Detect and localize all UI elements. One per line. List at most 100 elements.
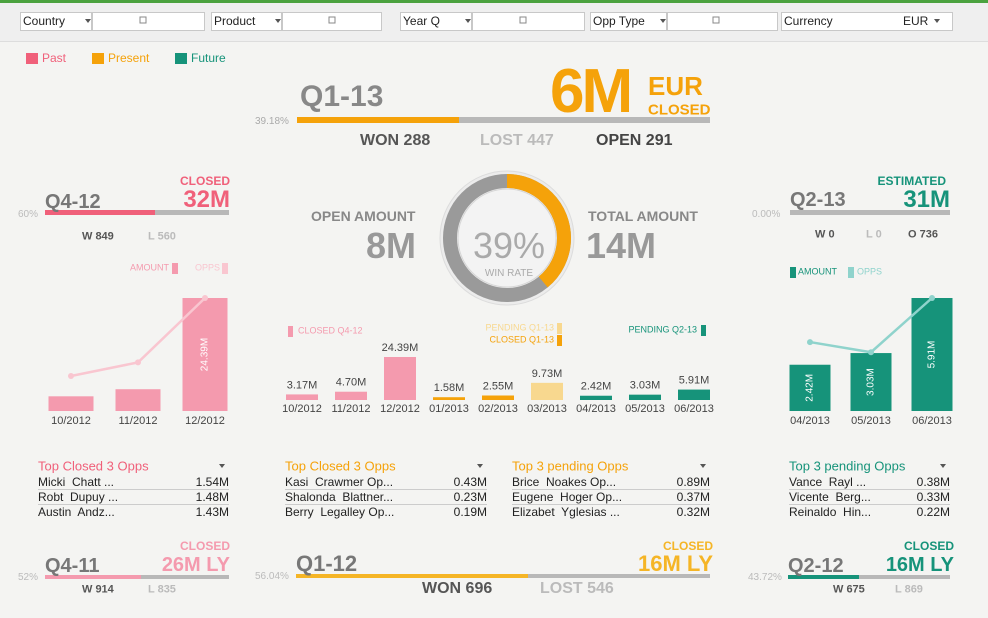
quarter: Q1-12 [296, 551, 358, 576]
quarter: Q1-13 [300, 80, 384, 113]
value-label: 5.91M [927, 341, 938, 369]
title: Top 3 pending Opps [512, 458, 629, 474]
quarter: Q2-13 [790, 189, 846, 211]
legend-swatch [175, 53, 187, 64]
x-tick-label: 10/2012 [51, 415, 91, 427]
year-dropdown[interactable] [400, 12, 472, 31]
checkbox[interactable] [139, 16, 147, 24]
bar [115, 389, 161, 411]
gauge-center [457, 188, 557, 288]
rows: Kasi Crawmer Op... [285, 475, 394, 489]
bar [335, 391, 367, 400]
dropdown-arrow [219, 464, 225, 468]
amount: 26M LY [161, 554, 230, 576]
legend-label: OPPS [195, 262, 220, 272]
label: Opp Type [593, 14, 645, 28]
legend-label: CLOSED Q1-13 [489, 334, 554, 344]
progress-track [297, 117, 710, 123]
rows: 0.33M [916, 490, 950, 504]
dropdown-arrow [700, 464, 706, 468]
legend-label: OPPS [857, 266, 882, 276]
value-label: 3.03M [866, 368, 877, 396]
product-dropdown[interactable] [211, 12, 282, 31]
opp-type-select[interactable] [667, 12, 778, 31]
lost: L 0 [866, 228, 882, 241]
value-label: 24.39M [382, 342, 419, 354]
status: CLOSED [662, 539, 713, 553]
x-tick-label: 03/2013 [527, 403, 567, 415]
value-label: 9.73M [532, 368, 563, 380]
bar [482, 395, 514, 400]
won: W 914 [82, 583, 114, 596]
value-label: 2.55M [483, 380, 514, 392]
bar [48, 396, 94, 411]
value-label: 24.39M [200, 338, 211, 371]
rows: 1.54M [195, 475, 229, 489]
value-label: 4.70M [336, 377, 367, 389]
rows: Vicente Berg... [789, 490, 871, 504]
amount: 31M [903, 186, 950, 213]
rows: 0.22M [916, 505, 950, 519]
bar [182, 298, 228, 411]
year-select[interactable] [472, 12, 585, 31]
rows: 0.37M [676, 490, 710, 504]
value-label: 1.58M [434, 382, 465, 394]
rows: 0.19M [453, 505, 487, 519]
progress-track [790, 210, 950, 215]
status: ESTIMATED [877, 174, 946, 188]
gauge-arc [443, 174, 571, 302]
value-label: 2.42M [581, 381, 612, 393]
title: Top Closed 3 Opps [285, 458, 396, 474]
rows: Brice Noakes Op... [512, 475, 617, 489]
status: CLOSED [179, 539, 230, 553]
amount: 32M [183, 186, 230, 213]
title: Top Closed 3 Opps [38, 458, 149, 474]
currency-dropdown[interactable] [781, 12, 953, 31]
value-label: 5.91M [679, 374, 710, 386]
x-tick-label: 04/2013 [790, 415, 830, 427]
legend-swatch [790, 267, 796, 278]
progress-track [45, 210, 229, 215]
won: W 0 [815, 228, 835, 241]
rows: Micki Chatt ... [38, 475, 115, 489]
x-tick-label: 05/2013 [851, 415, 891, 427]
progress-fill [296, 574, 528, 578]
status: CLOSED [903, 539, 954, 553]
label: Product [214, 14, 256, 28]
value-label: 3.03M [630, 380, 661, 392]
checkbox[interactable] [519, 16, 527, 24]
row-separator [285, 489, 487, 490]
bar [850, 353, 892, 411]
checkbox[interactable] [328, 16, 336, 24]
progress-fill [788, 575, 859, 579]
amount: 6M [550, 57, 633, 126]
value: EUR [903, 14, 929, 28]
checkbox[interactable] [712, 16, 720, 24]
lost: LOST 546 [540, 580, 614, 597]
row-separator [789, 504, 950, 505]
country-select[interactable] [92, 12, 205, 31]
lost: L 835 [148, 583, 176, 596]
won: W 849 [82, 230, 114, 243]
won: WON 696 [422, 580, 493, 597]
bar [580, 395, 612, 400]
open: O 736 [908, 228, 938, 241]
country-dropdown[interactable] [20, 12, 92, 31]
open-amount: 8M [366, 225, 417, 266]
arrow [934, 19, 940, 23]
progress-fill [45, 210, 156, 215]
top-accent [0, 0, 988, 3]
opp-type-dropdown[interactable] [590, 12, 667, 31]
legend-label: PENDING Q1-13 [485, 322, 554, 332]
rows: Eugene Hoger Op... [512, 490, 623, 504]
opps-point [807, 339, 813, 346]
label: Currency [784, 14, 833, 28]
label: Country [23, 14, 66, 28]
bar [384, 357, 416, 400]
lost: LOST 447 [480, 132, 554, 149]
x-tick-label: 12/2012 [185, 415, 225, 427]
bar [531, 382, 563, 400]
name: Future [191, 51, 226, 65]
quarter: Q4-12 [45, 191, 101, 213]
